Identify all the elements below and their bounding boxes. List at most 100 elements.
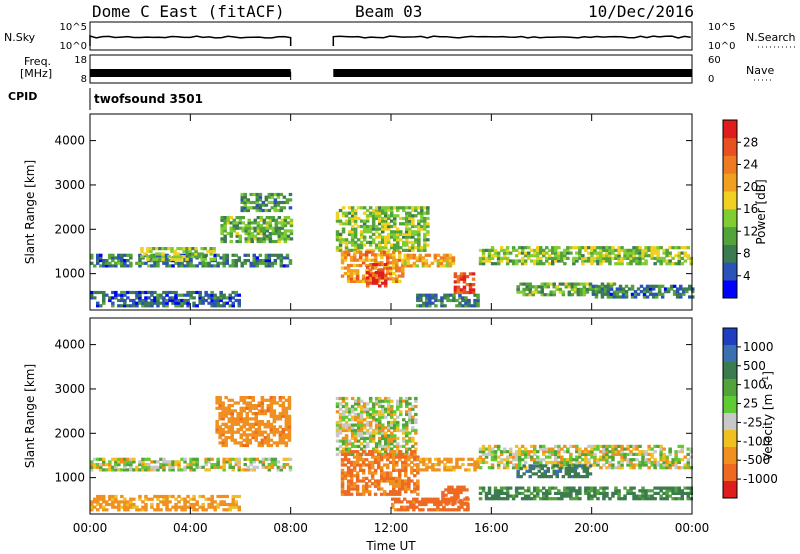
x-axis-label: Time UT <box>365 539 416 553</box>
vel-colorbar-swatch-6 <box>723 430 737 448</box>
power-region-10 <box>453 272 476 295</box>
vel-region-4 <box>340 450 420 496</box>
vel-colorbar-swatch-8 <box>723 464 737 482</box>
power-colorbar-swatch-0 <box>723 280 737 299</box>
power-colorbar-tick-label-4: 20 <box>743 180 758 194</box>
vel-region-9 <box>478 486 693 501</box>
freq-band-1 <box>90 69 291 77</box>
vel-colorbar-tick-label-2: 100 <box>743 378 766 392</box>
power-region-8 <box>403 253 456 268</box>
power-colorbar-tick-label-5: 24 <box>743 158 758 172</box>
power-ytick-label-0: 1000 <box>54 267 85 281</box>
vel-region-3 <box>335 396 418 456</box>
vel-colorbar-frame <box>722 327 738 499</box>
vel-colorbar-swatch-9 <box>723 481 737 499</box>
noise-left-tick-bottom: 10^0 <box>60 41 87 52</box>
xtick-label-6: 00:00 <box>675 521 710 535</box>
noise-left-label: N.Sky <box>4 31 36 44</box>
velocity-heatmap <box>90 396 693 512</box>
beam-label: Beam 03 <box>355 2 422 21</box>
vel-colorbar-tick-label-1: 500 <box>743 359 766 373</box>
vel-colorbar-tick-label-6: -500 <box>743 453 770 467</box>
noise-trace <box>89 34 691 46</box>
power-ylabel: Slant Range [km] <box>23 160 37 264</box>
vel-region-7 <box>441 485 469 505</box>
freq-label-2: [MHz] <box>20 67 52 80</box>
power-colorbar-swatch-5 <box>723 191 737 210</box>
vel-colorbar-swatch-1 <box>723 345 737 363</box>
noise-right-tick-top: 10^5 <box>708 22 735 33</box>
date-label: 10/Dec/2016 <box>588 2 694 21</box>
power-ytick-label-2: 3000 <box>54 178 85 192</box>
cpid-label: CPID <box>8 90 37 103</box>
cpid-value: twofsound 3501 <box>94 92 203 106</box>
noise-right-label: N.Search <box>746 31 796 44</box>
vel-ytick-label-0: 1000 <box>54 471 85 485</box>
power-region-13 <box>591 284 695 299</box>
vel-colorbar-tick-label-7: -1000 <box>743 472 778 486</box>
power-region-3 <box>240 192 293 213</box>
power-colorbar-swatch-9 <box>723 120 737 139</box>
freq-right-tick-bottom: 0 <box>708 74 714 85</box>
vel-region-6 <box>391 497 470 512</box>
vel-region-10 <box>516 464 593 479</box>
vel-region-2 <box>90 494 241 512</box>
xtick-label-1: 04:00 <box>173 521 208 535</box>
velocity-ylabel: Slant Range [km] <box>23 364 37 468</box>
plot-title: Dome C East (fitACF) <box>92 2 285 21</box>
power-ytick-label-1: 2000 <box>54 222 85 236</box>
power-colorbar-tick-label-6: 28 <box>743 135 758 149</box>
power-heatmap <box>90 192 695 308</box>
power-region-5 <box>335 206 430 252</box>
power-colorbar-swatch-6 <box>723 173 737 192</box>
vel-region-0 <box>90 457 293 472</box>
power-colorbar-swatch-8 <box>723 137 737 156</box>
xtick-label-3: 12:00 <box>374 521 409 535</box>
power-colorbar-swatch-3 <box>723 226 737 245</box>
vel-region-8 <box>478 444 693 470</box>
vel-region-5 <box>416 457 480 472</box>
noise-trace-segment-2 <box>332 35 691 46</box>
power-region-1 <box>140 247 216 261</box>
power-colorbar-swatch-4 <box>723 209 737 228</box>
power-y-ticks: 1000 2000 3000 4000 <box>54 134 692 281</box>
freq-left-tick-top: 18 <box>74 55 87 66</box>
power-ytick-label-3: 4000 <box>54 134 85 148</box>
x-axis-ticks: 00:00 04:00 08:00 12:00 16:00 20:00 00:00 <box>73 114 710 535</box>
vel-ytick-label-2: 3000 <box>54 382 85 396</box>
freq-left-tick-bottom: 8 <box>81 74 87 85</box>
freq-trace <box>89 69 692 80</box>
vel-colorbar-tick-label-4: -25 <box>743 415 763 429</box>
vel-colorbar-swatch-0 <box>723 328 737 346</box>
vel-colorbar-swatch-3 <box>723 379 737 397</box>
freq-band-2 <box>333 69 692 77</box>
vel-colorbar-swatch-4 <box>723 396 737 414</box>
freq-label-1: Freq. <box>24 55 51 68</box>
power-region-11 <box>478 246 693 266</box>
velocity-colorbar-label: Velocity [m s-1] <box>761 371 775 461</box>
xtick-label-4: 16:00 <box>474 521 509 535</box>
nave-label: Nave <box>746 64 774 77</box>
vel-region-1 <box>215 396 292 448</box>
vel-colorbar-swatch-5 <box>723 413 737 431</box>
power-colorbar-swatch-1 <box>723 262 737 281</box>
vel-colorbar-tick-label-0: 1000 <box>743 340 774 354</box>
power-colorbar-swatch-7 <box>723 155 737 174</box>
power-colorbar-tick-label-1: 8 <box>743 247 751 261</box>
xtick-label-2: 08:00 <box>273 521 308 535</box>
vel-ytick-label-1: 2000 <box>54 426 85 440</box>
xtick-label-0: 00:00 <box>73 521 108 535</box>
vel-colorbar-tick-label-5: -100 <box>743 434 770 448</box>
freq-right-tick-top: 60 <box>708 55 721 66</box>
noise-trace-segment-1 <box>89 34 292 46</box>
velocity-y-ticks: 1000 2000 3000 4000 <box>54 338 692 485</box>
vel-colorbar-tick-label-3: 25 <box>743 397 758 411</box>
power-region-9 <box>416 293 480 308</box>
power-colorbar-swatch-2 <box>723 244 737 263</box>
noise-right-tick-bottom: 10^0 <box>708 41 735 52</box>
power-region-2 <box>220 216 294 244</box>
vel-colorbar-swatch-2 <box>723 362 737 380</box>
power-colorbar: 4 8 12 16 20 24 28 <box>722 119 758 299</box>
power-region-4 <box>90 290 241 308</box>
